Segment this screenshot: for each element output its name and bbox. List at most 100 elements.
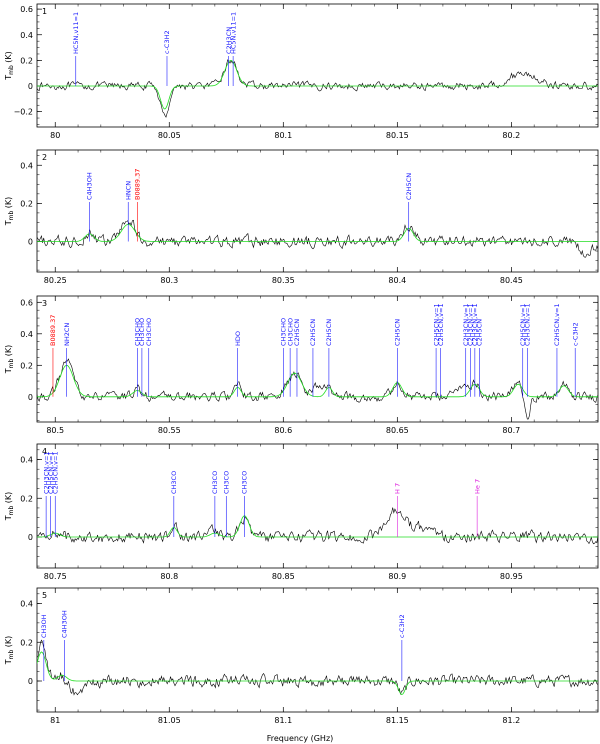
line-label: CH3OH bbox=[40, 614, 48, 638]
line-label: C2H5CN bbox=[405, 173, 413, 200]
y-tick-label: 0.4 bbox=[20, 161, 33, 170]
panel-1: −0.2 0 0.2 0.4 0.6 80 80.05 80.1 80.15 80.2 1 Tmb (… bbox=[4, 3, 599, 140]
model-spectrum bbox=[37, 365, 598, 398]
line-label: c-C3H2 bbox=[398, 614, 406, 638]
x-tick-label: 80 bbox=[50, 131, 60, 140]
x-tick-label: 80.15 bbox=[386, 131, 409, 140]
line-label: CH3CO bbox=[241, 471, 249, 494]
line-label: C2H3CN bbox=[225, 27, 233, 54]
panel-number: 3 bbox=[42, 299, 47, 308]
observed-spectrum bbox=[37, 639, 598, 696]
model-spectrum bbox=[37, 223, 598, 242]
x-tick-label: 80.7 bbox=[502, 426, 520, 435]
x-tick-label: 80.1 bbox=[274, 131, 292, 140]
x-tick-label: 80.95 bbox=[500, 572, 523, 581]
model-spectrum bbox=[37, 59, 598, 110]
y-axis-label: Tmb (K) bbox=[4, 636, 15, 666]
line-label: HDO bbox=[234, 331, 242, 346]
y-tick-label: 0.2 bbox=[20, 494, 33, 503]
plot-area bbox=[37, 507, 598, 545]
panel-number: 5 bbox=[42, 591, 47, 600]
line-label: C2H5CN bbox=[293, 319, 301, 346]
line-label: C2H3CN,v=1 bbox=[471, 303, 479, 346]
panel-number: 1 bbox=[42, 7, 47, 16]
x-tick-label: 80.05 bbox=[158, 131, 181, 140]
y-tick-label: 0.4 bbox=[20, 456, 33, 465]
observed-spectrum bbox=[37, 59, 598, 118]
line-label: HC5N,v11=1 bbox=[72, 12, 80, 54]
x-tick-label: 81.15 bbox=[386, 716, 409, 725]
line-label: CH3CHO bbox=[279, 318, 287, 346]
x-tick-label: 80.6 bbox=[274, 426, 292, 435]
y-tick-label: 0.4 bbox=[20, 330, 33, 339]
line-label: CH3CHO bbox=[286, 318, 294, 346]
x-tick-label: 81 bbox=[50, 716, 60, 725]
y-tick-label: 0.6 bbox=[20, 5, 33, 14]
y-tick-label: 0 bbox=[28, 677, 33, 686]
line-label: C2H5CN,v=1 bbox=[437, 303, 445, 346]
line-label: C2H5CN,v=1 bbox=[519, 303, 527, 346]
line-label: He 7 bbox=[473, 479, 481, 494]
line-label: C2H3CN,v=1 bbox=[462, 303, 470, 346]
x-axis-label: Frequency (GHz) bbox=[267, 734, 334, 743]
plot-area bbox=[37, 358, 598, 420]
x-tick-label: 80.2 bbox=[502, 131, 520, 140]
y-tick-label: 0.2 bbox=[20, 361, 33, 370]
line-label: C4H3OH bbox=[61, 610, 69, 638]
line-label: H 7 bbox=[394, 483, 402, 494]
x-tick-label: 80.65 bbox=[386, 426, 409, 435]
line-label: B0889.37 bbox=[49, 315, 57, 346]
x-tick-label: 80.9 bbox=[388, 572, 406, 581]
panel-number: 4 bbox=[42, 447, 47, 456]
x-tick-label: 80.75 bbox=[44, 572, 67, 581]
line-label: HC5N,v11=1 bbox=[229, 12, 237, 54]
x-tick-label: 80.55 bbox=[158, 426, 181, 435]
plot-area bbox=[37, 219, 598, 258]
x-tick-label: 80.35 bbox=[272, 276, 295, 285]
line-label: c-C3H2 bbox=[571, 322, 579, 346]
y-axis-label: Tmb (K) bbox=[4, 197, 15, 227]
x-tick-label: 80.3 bbox=[160, 276, 178, 285]
plot-frame bbox=[36, 3, 599, 128]
observed-spectrum bbox=[37, 219, 598, 258]
line-label: CH3CO bbox=[211, 471, 219, 494]
y-tick-label: 0 bbox=[28, 238, 33, 247]
y-tick-label: 0 bbox=[28, 82, 33, 91]
line-label: CH3CO bbox=[170, 471, 178, 494]
y-tick-label: 0 bbox=[28, 533, 33, 542]
line-label: C2H5CN,v=1 bbox=[553, 303, 561, 346]
panel-2: 0 0.2 0.4 80.25 80.3 80.35 80.4 80.45 2 Tmb (K) C4… bbox=[4, 149, 599, 285]
line-label: c-C3H2 bbox=[163, 30, 171, 54]
x-tick-label: 80.45 bbox=[500, 276, 523, 285]
line-label: C4H3OH bbox=[86, 172, 94, 200]
line-label: CH3CHO bbox=[145, 318, 153, 346]
y-tick-label: 0.2 bbox=[20, 199, 33, 208]
panel-number: 2 bbox=[42, 153, 47, 162]
line-label: CH3CO bbox=[222, 471, 230, 494]
y-tick-label: 0.2 bbox=[20, 638, 33, 647]
x-tick-label: 80.85 bbox=[272, 572, 295, 581]
model-spectrum bbox=[37, 651, 598, 695]
y-axis-label: Tmb (K) bbox=[4, 492, 15, 522]
x-tick-label: 80.5 bbox=[46, 426, 64, 435]
line-label: NH2CN bbox=[63, 323, 71, 346]
x-tick-label: 80.4 bbox=[388, 276, 406, 285]
y-tick-label: −0.2 bbox=[14, 108, 33, 117]
plot-frame bbox=[36, 295, 599, 423]
y-tick-label: 0.2 bbox=[20, 56, 33, 65]
observed-spectrum bbox=[37, 507, 598, 545]
line-label: B0889.37 bbox=[134, 169, 142, 200]
plot-frame bbox=[36, 443, 599, 569]
line-label: C2H3CN,v=1 bbox=[524, 303, 532, 346]
x-tick-label: 81.2 bbox=[502, 716, 520, 725]
y-tick-label: 0.4 bbox=[20, 600, 33, 609]
panel-3: 0 0.2 0.4 0.6 80.5 80.55 80.6 80.65 80.7 3 Tmb (K)… bbox=[4, 295, 599, 435]
plot-area bbox=[37, 639, 598, 696]
line-label: C2H5CN,v=1 bbox=[47, 451, 55, 494]
line-label: C2H5CN,v=1 bbox=[51, 451, 59, 494]
line-label: C2H3CN,v=1 bbox=[42, 451, 50, 494]
plot-frame bbox=[36, 149, 599, 273]
y-tick-label: 0.4 bbox=[20, 31, 33, 40]
x-tick-label: 81.1 bbox=[274, 716, 292, 725]
